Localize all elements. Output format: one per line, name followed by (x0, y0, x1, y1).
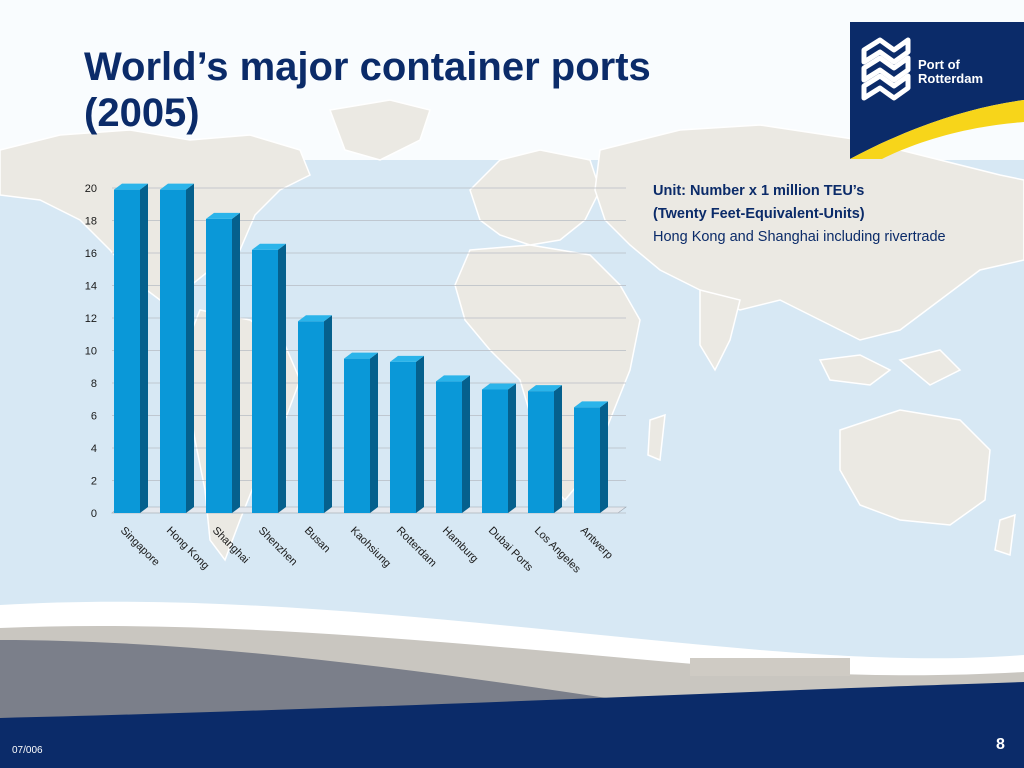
bar-hong-kong (160, 183, 194, 513)
bar-hamburg (436, 375, 470, 513)
unit-note: Unit: Number x 1 million TEU’s (Twenty F… (653, 180, 946, 249)
y-tick-label: 18 (85, 216, 97, 228)
bar-antwerp (574, 401, 608, 513)
bar-front (574, 407, 600, 513)
x-tick-label: Busan (302, 525, 333, 556)
slide-title: World’s major container ports (2005) (84, 44, 651, 136)
bar-top (344, 352, 378, 359)
logo-line1: Port of (918, 57, 960, 72)
bar-top (298, 315, 332, 322)
bar-kaohsiung (344, 352, 378, 513)
logo-wordmark: Port of Rotterdam (918, 58, 983, 86)
bar-front (344, 358, 370, 513)
bar-side (370, 352, 378, 513)
bar-front (206, 218, 232, 513)
x-tick-label: Shanghai (210, 525, 251, 566)
bar-singapore (114, 183, 148, 513)
bar-side (462, 375, 470, 513)
x-tick-label: Rotterdam (394, 525, 439, 570)
bar-dubai-ports (482, 383, 516, 513)
y-tick-label: 6 (91, 411, 97, 423)
bar-side (554, 385, 562, 513)
footer-date: 07/006 (12, 745, 43, 756)
y-tick-label: 16 (85, 248, 97, 260)
bar-front (114, 189, 140, 513)
chart-bars (114, 183, 608, 513)
bar-side (600, 401, 608, 513)
bar-side (278, 243, 286, 513)
x-tick-label: Kaohsiung (348, 525, 393, 570)
bar-front (390, 361, 416, 513)
x-tick-label: Shenzhen (256, 525, 300, 569)
bar-shanghai (206, 212, 240, 513)
wave-mark-icon (861, 37, 911, 101)
y-tick-label: 8 (91, 378, 97, 390)
bar-busan (298, 315, 332, 513)
x-tick-label: Hamburg (440, 525, 480, 565)
bar-front (482, 389, 508, 513)
bar-top (482, 383, 516, 390)
bar-top (206, 212, 240, 219)
bar-rotterdam (390, 355, 424, 513)
bar-top (114, 183, 148, 190)
bar-front (252, 249, 278, 513)
x-tick-label: Singapore (118, 525, 162, 569)
bar-top (252, 243, 286, 250)
bar-front (298, 321, 324, 513)
y-tick-label: 0 (91, 508, 97, 520)
logo-line2: Rotterdam (918, 71, 984, 86)
x-tick-label: Hong Kong (164, 525, 211, 572)
page-number: 8 (996, 736, 1005, 753)
bar-front (528, 391, 554, 513)
bar-top (436, 375, 470, 382)
y-tick-label: 4 (91, 443, 97, 455)
bar-shenzhen (252, 243, 286, 513)
port-of-rotterdam-logo (850, 22, 1024, 159)
x-tick-label: Dubai Ports (486, 525, 535, 574)
slide-title-line2: (2005) (84, 91, 200, 135)
bar-side (416, 355, 424, 513)
bar-top (574, 401, 608, 408)
bar-side (232, 212, 240, 513)
y-axis-ticks: 0 2 4 6 8 10 12 14 16 18 20 (85, 183, 97, 520)
slide-title-line1: World’s major container ports (84, 45, 651, 89)
bar-side (140, 183, 148, 513)
bar-side (324, 315, 332, 513)
bar-los-angeles (528, 385, 562, 513)
x-tick-label: Los Angeles (532, 525, 583, 576)
x-tick-label: Antwerp (578, 525, 615, 562)
unit-note-line2: (Twenty Feet-Equivalent-Units) (653, 206, 865, 222)
unit-note-line1: Unit: Number x 1 million TEU’s (653, 183, 865, 199)
unit-note-line3: Hong Kong and Shanghai including rivertr… (653, 229, 946, 245)
y-tick-label: 12 (85, 313, 97, 325)
bar-front (160, 189, 186, 513)
y-tick-label: 10 (85, 346, 97, 358)
y-tick-label: 20 (85, 183, 97, 195)
bar-top (390, 355, 424, 362)
bar-side (186, 183, 194, 513)
bar-front (436, 381, 462, 513)
bar-top (528, 385, 562, 392)
y-tick-label: 2 (91, 476, 97, 488)
bar-side (508, 383, 516, 513)
bar-top (160, 183, 194, 190)
y-tick-label: 14 (85, 281, 97, 293)
